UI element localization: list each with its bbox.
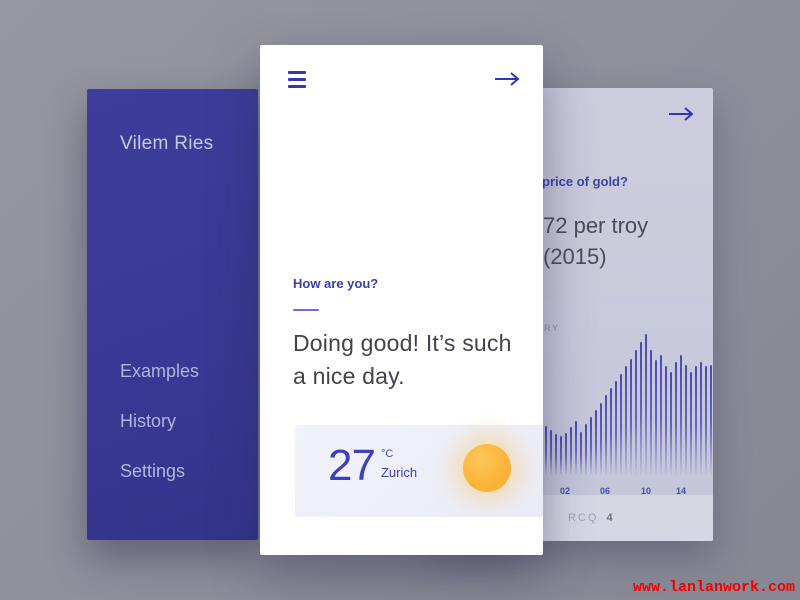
watermark-text: www.lanlanwork.com xyxy=(632,579,795,596)
chart-bar xyxy=(615,380,617,475)
weather-meta: °C Zurich xyxy=(381,442,417,490)
hamburger-line xyxy=(288,78,306,81)
phone-card: How are you? Doing good! It’s such a nic… xyxy=(260,45,543,555)
weather-city: Zurich xyxy=(380,465,418,480)
chart-bar xyxy=(575,421,577,475)
sun-icon xyxy=(463,444,511,492)
chart-bar xyxy=(595,409,597,475)
chart-bar xyxy=(655,360,657,475)
chart-bar xyxy=(600,402,602,475)
chart-bar xyxy=(705,366,707,475)
chart-bar xyxy=(610,388,612,475)
temperature-unit: °C xyxy=(380,448,394,460)
chart-bar xyxy=(555,434,557,475)
chart-bar xyxy=(640,341,642,475)
gold-answer-line1: 72 per troy xyxy=(543,213,649,238)
gold-answer-line2: (2015) xyxy=(543,244,607,269)
hamburger-menu-icon[interactable] xyxy=(288,71,306,92)
footer-value: 4 xyxy=(606,512,613,524)
arrow-right-icon[interactable] xyxy=(668,106,694,122)
x-tick-label: 06 xyxy=(599,486,611,496)
gold-chart-bars xyxy=(545,330,713,475)
x-tick-label: 02 xyxy=(559,486,571,496)
sidebar-item-settings[interactable]: Settings xyxy=(120,461,186,481)
chart-bar xyxy=(710,364,712,475)
gold-chart-x-axis: 02 06 10 14 xyxy=(545,486,713,500)
sidebar-item-history[interactable]: History xyxy=(120,411,177,431)
sidebar-item-examples[interactable]: Examples xyxy=(120,361,200,381)
sidebar-menu: Examples History Settings xyxy=(120,361,199,511)
accent-underline xyxy=(293,309,319,311)
chart-bar xyxy=(585,424,587,475)
chart-bar xyxy=(670,372,672,475)
chart-bar xyxy=(570,427,572,475)
weather-widget[interactable]: 27 °C Zurich xyxy=(295,425,543,517)
chart-bar xyxy=(620,373,622,475)
chart-bar xyxy=(545,425,547,475)
chart-bar xyxy=(560,435,562,475)
chart-bar xyxy=(635,350,637,475)
chart-bar xyxy=(550,430,552,475)
chart-bar xyxy=(675,361,677,475)
arrow-right-icon[interactable] xyxy=(494,71,520,87)
hamburger-line xyxy=(288,71,306,74)
gold-chart-title: RY xyxy=(544,323,561,333)
chart-bar xyxy=(665,366,667,475)
greeting-answer: Doing good! It’s such a nice day. xyxy=(293,330,512,389)
chart-bar xyxy=(680,354,682,475)
footer-label: RCQ xyxy=(568,512,599,524)
chart-bar xyxy=(630,359,632,475)
chart-bar xyxy=(590,417,592,475)
chart-bar xyxy=(565,432,567,475)
temperature-value: 27 xyxy=(328,441,376,490)
chart-bar xyxy=(645,334,647,475)
chart-bar xyxy=(650,350,652,475)
chart-bar xyxy=(685,364,687,475)
chart-bar xyxy=(700,361,702,475)
greeting-question: How are you? xyxy=(293,276,379,291)
chart-bar xyxy=(605,395,607,475)
sidebar-panel: Vilem Ries Examples History Settings xyxy=(87,89,258,540)
gold-question-text: price of gold? xyxy=(542,174,628,189)
gold-answer-text: 72 per troy (2015) xyxy=(543,210,648,272)
weather-temp-block: 27 °C Zurich xyxy=(328,442,417,490)
hamburger-line xyxy=(288,85,306,88)
chart-bar xyxy=(690,372,692,475)
user-name: Vilem Ries xyxy=(120,133,214,154)
chart-bar xyxy=(695,366,697,475)
chart-bar xyxy=(625,366,627,475)
chart-bar xyxy=(660,354,662,475)
x-tick-label: 10 xyxy=(640,486,652,496)
x-tick-label: 14 xyxy=(675,486,687,496)
chart-bar xyxy=(580,431,582,475)
